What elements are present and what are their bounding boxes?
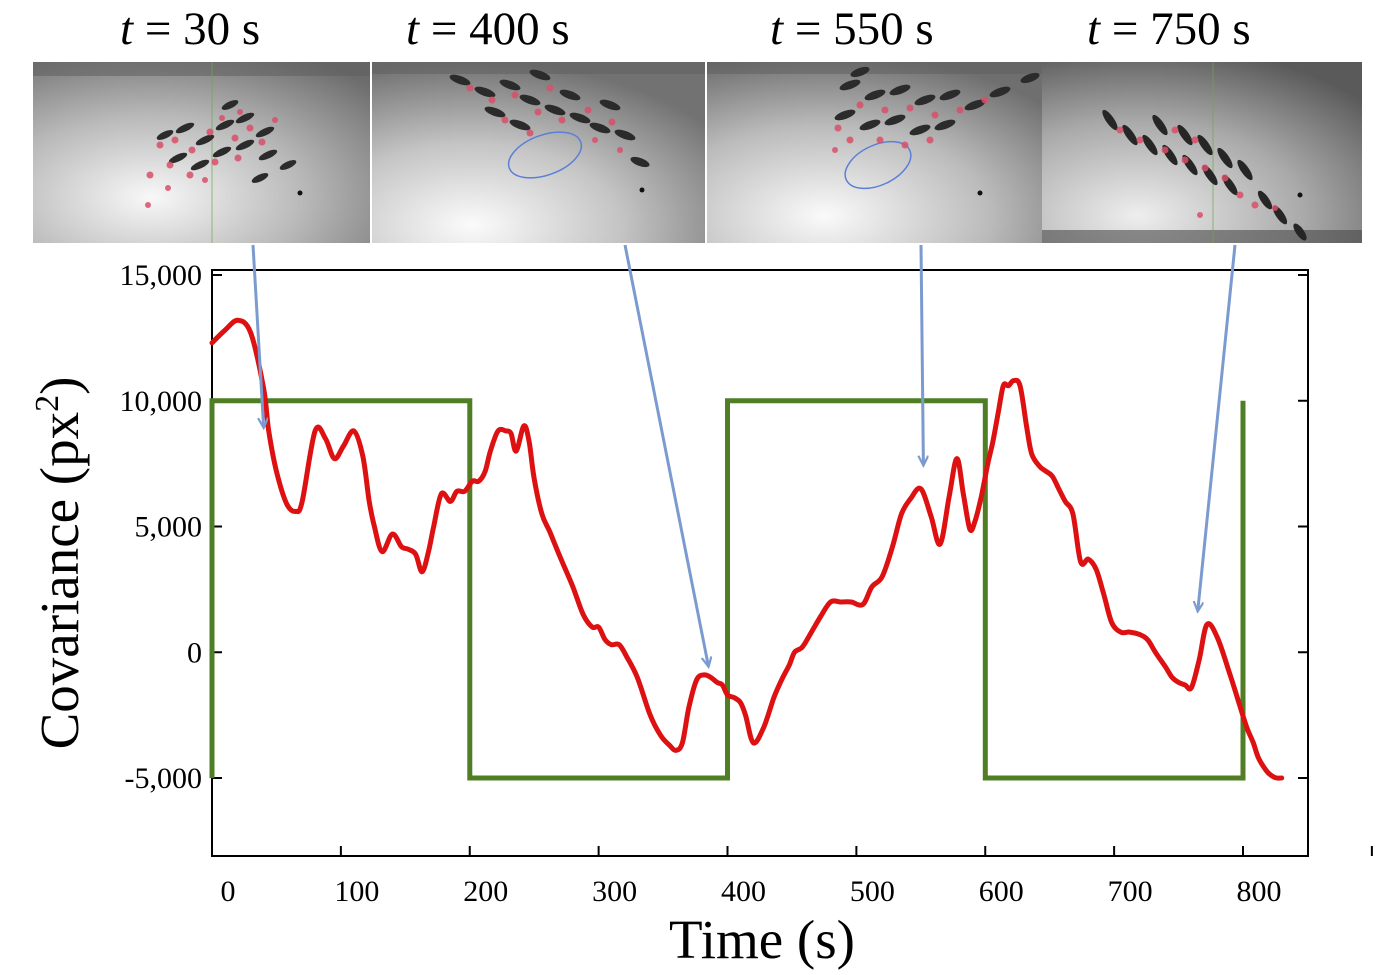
y-tick-label: 5,000 <box>135 511 203 544</box>
panel-label-t550: t = 550 s <box>770 3 934 55</box>
x-tick-label: 300 <box>592 875 637 908</box>
covariance-series <box>209 317 1285 781</box>
x-tick-label: 200 <box>463 875 508 908</box>
x-tick-label: 600 <box>979 875 1024 908</box>
photo-panel-t400 <box>372 62 705 243</box>
photo-panel-t30 <box>33 62 370 243</box>
panel-label-t400: t = 400 s <box>406 3 570 55</box>
x-tick-label: 500 <box>850 875 895 908</box>
time-arrow <box>1198 244 1237 609</box>
time-arrow <box>251 244 264 426</box>
panel-label-t750: t = 750 s <box>1087 3 1251 55</box>
time-arrow <box>921 244 923 464</box>
y-tick-label: 0 <box>187 636 202 669</box>
x-tick-label: 400 <box>721 875 766 908</box>
x-tick-label: 800 <box>1237 875 1282 908</box>
x-tick-label: 0 <box>221 875 236 908</box>
panel-label-t30: t = 30 s <box>120 3 260 55</box>
photo-panel-t550 <box>707 62 1042 243</box>
photo-strip <box>33 62 1362 243</box>
time-arrows <box>251 244 1237 665</box>
square-wave-series <box>209 398 1246 781</box>
y-axis-label: Covariance (px2) <box>29 377 90 750</box>
x-axis: 0 100 200 300 400 500 600 700 800 <box>211 846 1373 908</box>
x-tick-label: 700 <box>1108 875 1153 908</box>
photo-panel-t750 <box>1042 62 1362 243</box>
x-tick-label: 100 <box>334 875 379 908</box>
x-axis-label: Time (s) <box>669 909 855 970</box>
plot-frame <box>211 269 1309 857</box>
y-tick-label: -5,000 <box>125 762 203 795</box>
y-tick-label: 10,000 <box>120 385 203 418</box>
plot-series <box>209 317 1285 781</box>
time-arrow <box>623 244 708 665</box>
y-tick-label: 15,000 <box>120 259 203 292</box>
y-axis: 15,000 10,000 5,000 0 -5,000 <box>120 259 1308 795</box>
